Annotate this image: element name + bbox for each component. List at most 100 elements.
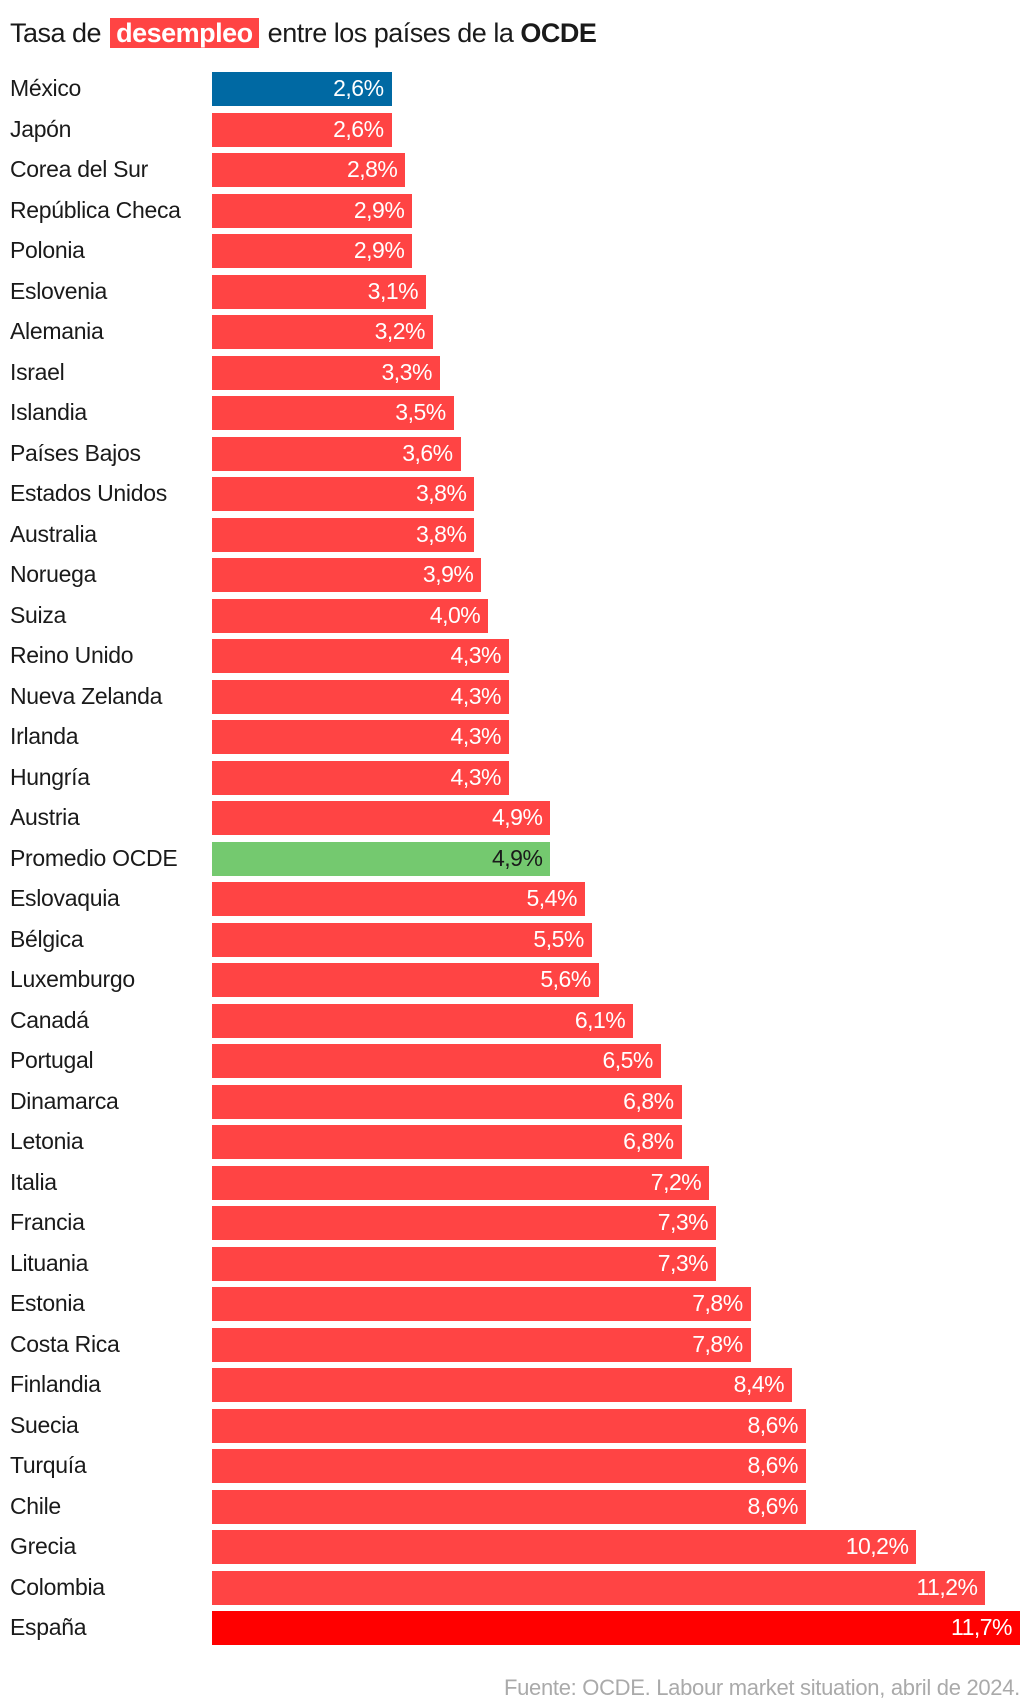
bar: [212, 153, 406, 187]
data-label: 2,8%: [346, 156, 398, 182]
bar: [212, 1449, 806, 1483]
bar: [212, 1246, 717, 1281]
data-label: 4,9%: [491, 844, 543, 871]
title-bold: OCDE: [520, 18, 597, 48]
category-label: Países Bajos: [10, 439, 141, 466]
category-label: Alemania: [10, 318, 104, 344]
bar: [212, 1084, 682, 1119]
bar: [212, 355, 440, 390]
data-label: 10,2%: [845, 1533, 909, 1559]
data-label: 5,5%: [533, 925, 584, 952]
bar: [212, 72, 392, 106]
category-label: Letonia: [10, 1128, 84, 1154]
data-label: 2,6%: [333, 75, 384, 101]
bar: [212, 1570, 986, 1605]
category-label: Hungría: [10, 763, 90, 790]
bar: [212, 598, 489, 633]
data-label: 3,8%: [416, 480, 467, 506]
data-label: 7,2%: [650, 1168, 702, 1195]
category-label: Eslovaquia: [10, 885, 120, 911]
bar: [212, 1368, 793, 1402]
title-part1: Tasa de: [10, 18, 102, 48]
category-label: Portugal: [10, 1047, 94, 1073]
data-label: 7,3%: [657, 1209, 709, 1235]
bar: [212, 1327, 751, 1362]
category-label: Finlandia: [10, 1371, 101, 1397]
bar: [212, 1044, 661, 1078]
bar: [212, 1530, 917, 1564]
data-label: 4,3%: [450, 723, 502, 749]
category-label: Estonia: [10, 1290, 85, 1316]
bar: [212, 436, 461, 471]
data-label: 8,6%: [747, 1411, 798, 1438]
data-label: 5,6%: [540, 966, 591, 992]
bar: [212, 801, 551, 835]
bar: [212, 963, 599, 997]
bar: [212, 315, 433, 349]
bar: [212, 882, 585, 916]
category-label: Estados Unidos: [10, 480, 167, 506]
category-label: Turquía: [10, 1452, 87, 1478]
data-label: 4,0%: [429, 601, 481, 628]
category-label: Francia: [10, 1209, 85, 1235]
data-label: 5,4%: [526, 885, 578, 911]
bar: [212, 274, 427, 309]
bar: [212, 477, 475, 511]
category-label: Polonia: [10, 237, 85, 263]
category-label: Noruega: [10, 561, 97, 587]
category-label: Promedio OCDE: [10, 844, 178, 871]
category-label: Lituania: [10, 1249, 89, 1276]
category-label: Irlanda: [10, 723, 79, 749]
category-label: México: [10, 75, 82, 101]
bar: [212, 1408, 806, 1443]
data-label: 6,5%: [602, 1047, 653, 1073]
data-label: 4,9%: [491, 804, 543, 830]
bar: [212, 234, 413, 268]
data-label: 3,5%: [395, 399, 446, 425]
data-label: 7,3%: [657, 1249, 709, 1276]
bar: [212, 679, 509, 714]
bar: [212, 1206, 717, 1240]
bar: [212, 558, 482, 592]
data-label: 3,3%: [381, 358, 432, 385]
category-label: Eslovenia: [10, 277, 108, 304]
category-label: Austria: [10, 804, 80, 830]
category-label: Israel: [10, 358, 65, 385]
data-label: 11,2%: [916, 1573, 978, 1600]
category-label: Corea del Sur: [10, 156, 149, 182]
category-label: República Checa: [10, 196, 181, 223]
chart-title: Tasa de desempleo entre los países de la…: [10, 18, 597, 49]
category-label: Dinamarca: [10, 1087, 119, 1114]
category-label: Islandia: [10, 399, 87, 425]
data-label: 3,8%: [416, 520, 467, 547]
data-label: 4,3%: [450, 763, 502, 790]
bar: [212, 841, 551, 876]
data-label: 8,4%: [733, 1371, 785, 1397]
category-label: Reino Unido: [10, 642, 134, 668]
bar: [212, 760, 509, 795]
bar: [212, 193, 413, 228]
data-label: 2,9%: [353, 237, 405, 263]
category-label: Italia: [10, 1168, 57, 1195]
data-label: 2,9%: [353, 196, 405, 223]
data-label: 3,6%: [402, 439, 453, 466]
category-label: Canadá: [10, 1006, 89, 1033]
category-label: España: [10, 1614, 87, 1640]
bar: [212, 1165, 710, 1200]
category-label: Suecia: [10, 1411, 79, 1438]
bar: [212, 1125, 682, 1159]
bar: [212, 1489, 806, 1524]
bar: [212, 517, 475, 552]
category-label: Luxemburgo: [10, 966, 135, 992]
source-note: Fuente: OCDE. Labour market situation, a…: [503, 1675, 1020, 1700]
bar: [212, 639, 509, 673]
category-label: Grecia: [10, 1533, 76, 1559]
title-part2: entre los países de la: [267, 18, 514, 48]
category-label: Nueva Zelanda: [10, 682, 163, 709]
bar: [212, 396, 454, 430]
bar: [212, 922, 592, 957]
bar: [212, 720, 509, 754]
category-label: Australia: [10, 520, 97, 547]
category-label: Costa Rica: [10, 1330, 120, 1357]
